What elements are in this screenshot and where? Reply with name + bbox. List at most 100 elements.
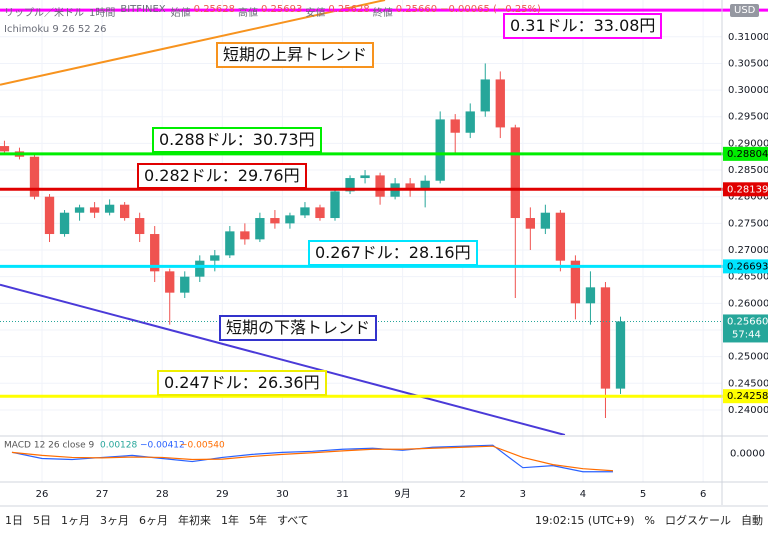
- candle-body: [135, 218, 145, 235]
- ohlc-item: 高値: [238, 8, 259, 19]
- range-button[interactable]: 1日: [5, 514, 23, 527]
- symbol[interactable]: リップル／米ドル: [4, 8, 84, 19]
- y-tick-label: 0.26500: [728, 272, 768, 283]
- candle-body: [615, 321, 626, 389]
- candle-body: [29, 156, 40, 197]
- candle-body: [345, 178, 355, 192]
- toolbar-auto[interactable]: 自動: [741, 514, 763, 527]
- candle-body: [360, 175, 370, 179]
- candle-body: [89, 207, 100, 213]
- level-label: 0.24258: [727, 391, 768, 402]
- candle-body: [480, 79, 490, 112]
- exchange: BITFINEX: [120, 4, 166, 15]
- candle-body: [465, 111, 475, 133]
- range-button[interactable]: 6ヶ月: [139, 514, 168, 527]
- macd-tick-label: 0.0000: [730, 448, 765, 459]
- candle-body: [59, 212, 70, 235]
- range-button[interactable]: 年初来: [178, 514, 211, 527]
- candle-body: [119, 204, 130, 219]
- range-button[interactable]: 5年: [249, 514, 267, 527]
- ohlc-item: −0.00065 (−0.25%): [440, 4, 541, 15]
- y-tick-label: 0.27500: [728, 218, 768, 229]
- level-label: 0.28804: [727, 149, 768, 160]
- candle-body: [510, 127, 520, 219]
- x-tick-label: 29: [216, 489, 229, 500]
- x-tick-label: 9月: [394, 488, 410, 500]
- indicator[interactable]: Ichimoku 9 26 52 26: [4, 24, 107, 35]
- x-tick-label: 28: [156, 489, 169, 500]
- y-tick-label: 0.27000: [728, 245, 768, 256]
- x-tick-label: 5: [640, 489, 646, 500]
- x-tick-label: 30: [276, 489, 289, 500]
- macd-legend-value: −0.00540: [180, 441, 225, 451]
- x-tick-label: 6: [700, 489, 706, 500]
- annotation: 短期の下落トレンド: [219, 315, 378, 341]
- indicator-header: Ichimoku 9 26 52 26: [4, 24, 107, 35]
- last-price-badge: [723, 314, 768, 343]
- candle-body: [180, 276, 190, 293]
- ohlc-item: 安値: [305, 8, 326, 19]
- annotation: 短期の上昇トレンド: [216, 42, 375, 68]
- candle-body: [150, 234, 160, 272]
- candle-body: [195, 260, 205, 277]
- annotation: 0.282ドル：29.76円: [137, 163, 307, 189]
- range-button[interactable]: 1年: [221, 514, 239, 527]
- range-button[interactable]: すべて: [277, 514, 309, 527]
- annotation: 0.247ドル：26.36円: [157, 370, 327, 396]
- candle-body: [285, 215, 295, 224]
- y-tick-label: 0.24000: [728, 405, 768, 416]
- level-badge: [723, 389, 768, 404]
- toolbar-percent[interactable]: %: [644, 513, 655, 527]
- candle-body: [0, 146, 10, 152]
- ohlc-item: 終値: [372, 8, 393, 19]
- level-badge: [723, 182, 768, 197]
- y-tick-label: 0.25000: [728, 352, 768, 363]
- ohlc: 始値 0.25628 高値 0.25693 安値 0.25628 終値 0.25660 −0.0…: [171, 4, 541, 19]
- toolbar: 1日 5日 1ヶ月 3ヶ月 6ヶ月 年初来 1年 5年 すべて 19:02:15 (UTC+9)%…: [0, 507, 768, 533]
- candle-body: [330, 191, 340, 219]
- y-tick-label: 0.29000: [728, 138, 768, 149]
- currency[interactable]: USD: [730, 4, 760, 17]
- x-tick-label: 2: [460, 489, 466, 500]
- countdown: 57:44: [732, 329, 761, 340]
- macd-line: [11, 445, 614, 472]
- candle-body: [585, 287, 596, 304]
- range-button[interactable]: 1ヶ月: [61, 514, 90, 527]
- level-badge: [723, 259, 768, 274]
- ohlc-item: 0.25628: [193, 4, 236, 15]
- interval[interactable]: 1時間: [89, 8, 116, 19]
- candle-body: [210, 255, 220, 261]
- macd-legend-value: −0.00412: [140, 441, 185, 451]
- range-button[interactable]: 5日: [33, 514, 51, 527]
- macd-line: [11, 444, 613, 473]
- candle-body: [435, 119, 445, 181]
- candle-body: [555, 212, 566, 261]
- y-tick-label: 0.24500: [728, 378, 768, 389]
- toolbar-log[interactable]: ログスケール: [665, 514, 731, 527]
- candle-body: [165, 271, 175, 293]
- x-tick-label: 31: [336, 489, 349, 500]
- macd-title: MACD 12 26 close 9: [4, 441, 95, 451]
- trendline: [0, 0, 386, 86]
- candle-body: [104, 204, 115, 213]
- annotation: 0.267ドル：28.16円: [308, 240, 478, 266]
- symbol-header: リップル／米ドル 1時間 BITFINEX 始値 0.25628 高値 0.25693…: [4, 4, 541, 19]
- level-label: 0.28139: [727, 184, 768, 195]
- level-badge: [723, 146, 768, 161]
- candle-body: [44, 196, 55, 235]
- candle-body: [375, 175, 385, 197]
- last-price-label: 0.25660: [727, 316, 768, 327]
- ohlc-item: 0.25693: [261, 4, 303, 15]
- y-tick-label: 0.31000: [728, 32, 768, 43]
- range-button[interactable]: 3ヶ月: [100, 514, 129, 527]
- candle-body: [570, 260, 581, 304]
- y-tick-label: 0.28500: [728, 165, 768, 176]
- y-tick-label: 0.30500: [728, 58, 768, 69]
- candle-body: [540, 212, 551, 229]
- macd-legend-value: 0.00128: [100, 441, 137, 451]
- trendline: [0, 283, 566, 435]
- y-tick-label: 0.26000: [728, 298, 768, 309]
- ohlc-item: 0.25660: [395, 4, 438, 15]
